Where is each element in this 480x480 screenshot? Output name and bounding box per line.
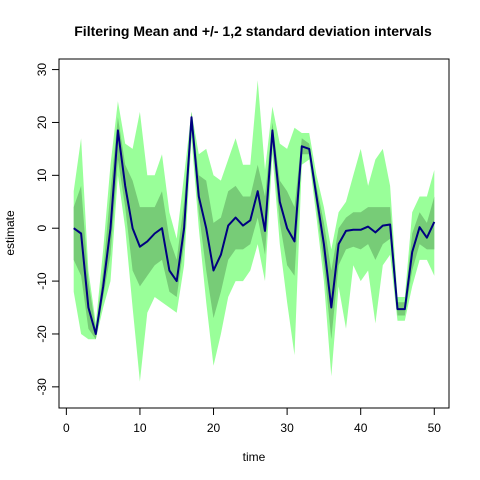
x-tick-label: 0 [63,421,70,435]
x-tick-label: 40 [354,421,368,435]
one-sd-band [73,111,435,340]
interval-bands [73,80,435,382]
y-axis: -30 -20 -10 0 10 20 30 [35,63,60,396]
y-tick-label: 0 [35,225,49,232]
y-tick-label: 20 [35,115,49,129]
y-tick-label: -10 [35,272,49,290]
y-axis-label: estimate [3,210,17,256]
y-tick-label: -30 [35,378,49,396]
x-axis-label: time [243,450,266,464]
x-tick-label: 10 [133,421,147,435]
chart-title: Filtering Mean and +/- 1,2 standard devi… [74,23,432,39]
mean-line-group [73,116,436,335]
x-tick-label: 30 [280,421,294,435]
x-tick-label: 20 [207,421,221,435]
x-axis: 0 10 20 30 40 50 [63,407,442,435]
filtering-mean-line [73,116,436,335]
y-tick-label: 30 [35,63,49,77]
y-tick-label: 10 [35,168,49,182]
x-tick-label: 50 [428,421,442,435]
two-sd-band [73,80,435,382]
y-tick-label: -20 [35,325,49,343]
